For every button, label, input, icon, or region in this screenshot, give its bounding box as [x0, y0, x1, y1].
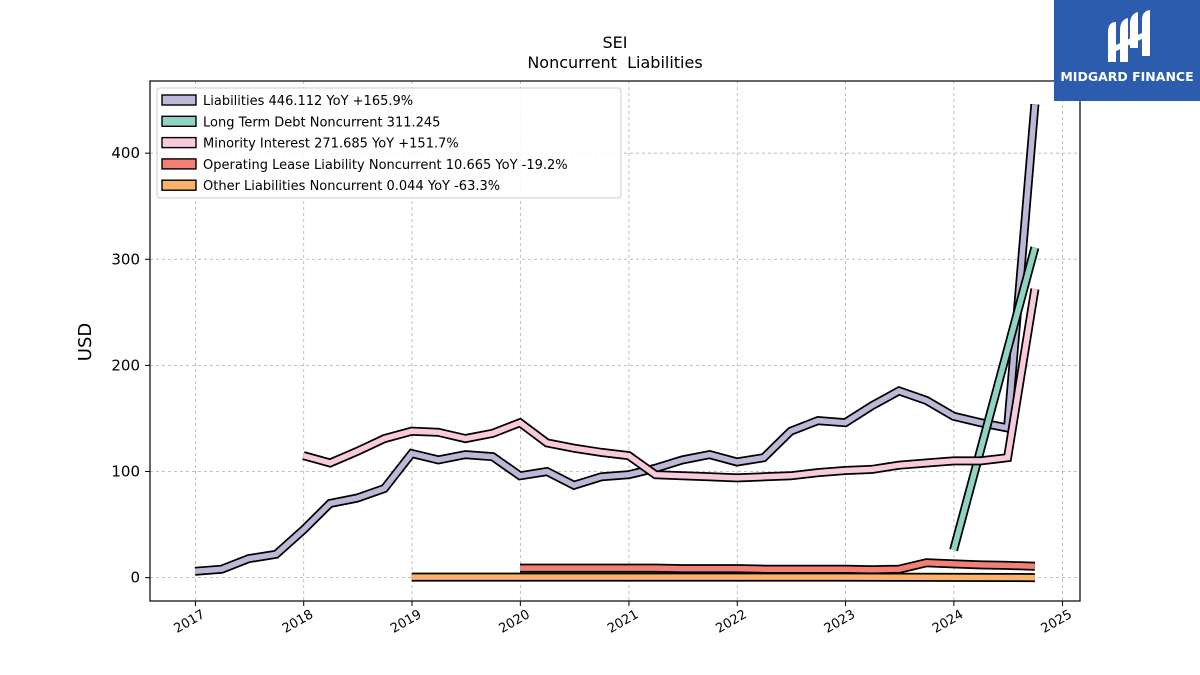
series-line [411, 574, 1035, 581]
series-other-liabilities-noncurrent [411, 572, 1035, 583]
legend-label: Other Liabilities Noncurrent 0.044 YoY -… [203, 179, 500, 194]
legend-swatch [161, 158, 197, 170]
series-operating-lease-liability-noncurrent [520, 558, 1036, 575]
series-line [950, 246, 1038, 551]
brand-logo: MIDGARD FINANCE [1054, 0, 1200, 101]
y-tick-label: 100 [111, 463, 140, 481]
y-tick-label: 300 [111, 250, 140, 268]
legend-swatch [161, 94, 197, 106]
series-line [520, 560, 1035, 573]
legend-swatch [161, 115, 197, 128]
x-tick-label: 2018 [280, 607, 316, 637]
x-tick-label: 2021 [605, 607, 641, 637]
x-tick-label: 2017 [172, 607, 208, 637]
series-line [302, 288, 1038, 481]
legend-box [156, 87, 622, 199]
brand-name: MIDGARD FINANCE [1060, 69, 1194, 84]
plot-frame [149, 80, 1081, 602]
legend-swatch [161, 179, 197, 191]
series-liabilities [194, 103, 1040, 576]
x-tick-label: 2023 [822, 607, 858, 637]
legend-label: Long Term Debt Noncurrent 311.245 [203, 115, 440, 130]
midgard-m-logo-icon [1108, 10, 1150, 62]
y-tick-label: 200 [111, 356, 140, 374]
legend-label: Liabilities 446.112 YoY +165.9% [203, 94, 413, 109]
y-tick-label: 0 [130, 569, 140, 587]
legend-swatch [161, 136, 197, 149]
legend-label: Operating Lease Liability Noncurrent 10.… [203, 158, 568, 173]
x-tick-label: 2024 [930, 607, 966, 637]
legend: Liabilities 446.112 YoY +165.9% Long Term… [156, 87, 622, 199]
y-tick-label: 400 [111, 144, 140, 162]
y-axis-label: USD [75, 323, 96, 361]
x-tick-label: 2025 [1039, 607, 1075, 637]
chart-title: SEI [603, 33, 628, 52]
legend-label: Minority Interest 271.685 YoY +151.7% [203, 137, 459, 152]
chart-subtitle: Noncurrent Liabilities [527, 53, 702, 72]
x-tick-label: 2020 [497, 607, 533, 637]
x-tick-label: 2022 [713, 607, 749, 637]
series-minority-interest [302, 288, 1040, 483]
series-line [194, 104, 1038, 575]
series-long-term-debt-noncurrent [949, 246, 1040, 552]
x-tick-label: 2019 [388, 607, 424, 637]
series-group [194, 103, 1040, 583]
